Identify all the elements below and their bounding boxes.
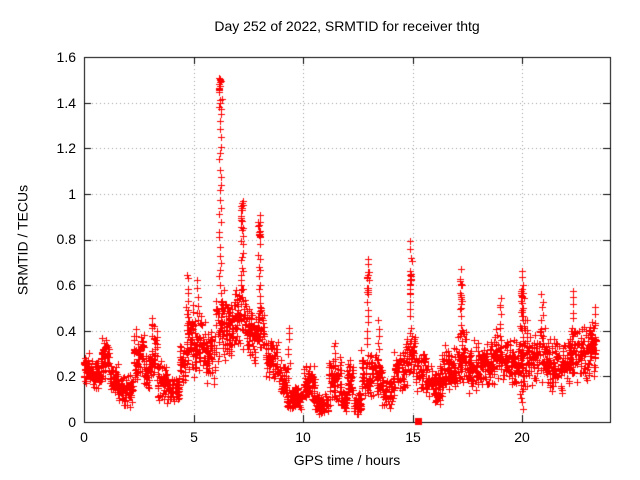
y-tick-label: 1.6 (56, 49, 76, 65)
x-tick-label: 5 (190, 429, 198, 445)
y-tick-label: 1 (68, 186, 76, 202)
y-tick-label: 1.2 (56, 140, 76, 156)
x-axis-label: GPS time / hours (293, 452, 401, 468)
x-tick-label: 0 (80, 429, 88, 445)
y-tick-label: 0.2 (56, 368, 76, 384)
y-tick-label: 0 (68, 414, 76, 430)
x-tick-label: 20 (514, 429, 530, 445)
y-tick-label: 1.4 (56, 95, 76, 111)
y-tick-label: 0.8 (56, 231, 76, 247)
x-tick-label: 10 (295, 429, 311, 445)
x-tick-label: 15 (405, 429, 421, 445)
y-tick-label: 0.6 (56, 277, 76, 293)
y-tick-label: 0.4 (56, 323, 76, 339)
chart-title: Day 252 of 2022, SRMTID for receiver tht… (214, 18, 480, 34)
